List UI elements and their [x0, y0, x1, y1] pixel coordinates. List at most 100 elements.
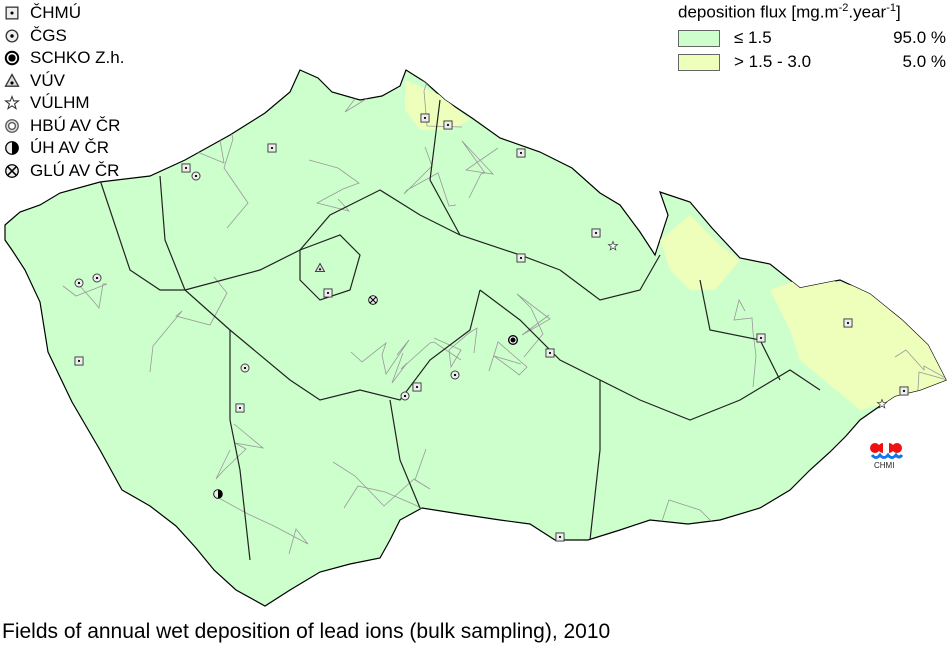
swatch-low — [678, 29, 720, 47]
square-dot-marker — [323, 288, 333, 298]
district-border — [215, 423, 265, 480]
station-legend-label: VÚLHM — [30, 93, 90, 113]
region-border — [389, 399, 421, 509]
district-border — [766, 553, 832, 606]
half-circle-icon — [5, 141, 19, 156]
square-dot-marker — [181, 163, 191, 173]
district-border — [308, 159, 360, 212]
station-legend-item: VÚLHM — [4, 92, 124, 115]
station-legend-item: ÚH AV ČR — [4, 137, 124, 160]
district-border — [350, 339, 410, 376]
square-dot-marker — [74, 356, 84, 366]
flux-class-low: ≤ 1.5 95.0 % — [678, 26, 946, 50]
square-dot-marker — [756, 333, 766, 343]
district-border — [433, 327, 478, 369]
square-dot-marker — [516, 148, 526, 158]
district-border — [149, 276, 228, 373]
region-border — [299, 234, 361, 301]
circle-x-marker — [5, 163, 19, 178]
square-dot-marker — [843, 318, 853, 328]
region-border — [429, 99, 461, 236]
station-legend-label: ČGS — [30, 25, 67, 45]
square-dot-marker — [5, 6, 19, 20]
square-dot-marker — [235, 403, 245, 413]
bullseye-marker — [4, 51, 20, 66]
square-dot-marker — [267, 143, 277, 153]
station-legend-item: VÚV — [4, 70, 124, 93]
class-percent: 95.0 % — [893, 28, 946, 47]
chmi-logo-icon — [870, 443, 904, 459]
region-border — [229, 330, 251, 561]
square-dot-marker — [545, 348, 555, 358]
district-border — [391, 341, 462, 384]
region-borders — [99, 99, 821, 561]
station-legend-label: VÚV — [30, 70, 65, 90]
star-marker — [4, 95, 20, 111]
station-legend-label: SCHKO Z.h. — [30, 48, 125, 68]
star-marker — [607, 240, 619, 251]
square-dot-marker — [516, 253, 526, 263]
bullseye-marker — [508, 335, 518, 345]
district-border — [568, 95, 626, 158]
region-border — [479, 289, 821, 421]
region-border — [99, 179, 185, 291]
station-markers — [74, 113, 909, 542]
flux-class-mid: > 1.5 - 3.0 5.0 % — [678, 50, 946, 74]
circle-dot-marker — [450, 370, 460, 380]
district-border — [516, 293, 551, 358]
circle-dot-marker — [240, 363, 250, 373]
circle-dot-icon — [5, 29, 19, 43]
square-dot-marker — [899, 386, 909, 396]
district-border — [332, 448, 431, 507]
circle-dot-marker — [92, 273, 102, 283]
station-legend-item: GLÚ AV ČR — [4, 160, 124, 183]
circle-dot-marker — [191, 171, 201, 181]
logo-text: CHMI — [874, 461, 895, 470]
zone-northeast — [660, 215, 740, 290]
district-border — [488, 341, 528, 376]
double-circle-icon — [5, 118, 19, 133]
region-border — [159, 175, 481, 401]
district-border — [733, 298, 757, 388]
circle-x-marker — [368, 295, 378, 305]
district-border — [62, 283, 108, 309]
region-border — [559, 254, 661, 301]
swatch-mid — [678, 53, 720, 71]
circle-x-icon — [5, 163, 19, 178]
region-border — [184, 189, 561, 291]
flux-legend-title: deposition flux [mg.m-2.year-1] — [678, 2, 901, 22]
district-border — [461, 140, 499, 199]
half-circle-marker — [213, 489, 223, 499]
square-dot-marker — [420, 113, 430, 123]
station-legend-label: HBÚ AV ČR — [30, 115, 121, 135]
square-dot-marker — [443, 120, 453, 130]
triangle-marker — [314, 262, 326, 273]
half-circle-marker — [5, 141, 19, 156]
region-border — [589, 380, 601, 541]
class-label: > 1.5 - 3.0 — [734, 52, 812, 71]
station-legend-label: GLÚ AV ČR — [30, 160, 120, 180]
station-legend-item: ČHMÚ — [4, 2, 124, 25]
district-border — [122, 70, 173, 100]
station-legend-label: ČHMÚ — [30, 3, 81, 23]
station-legend: ČHMÚ ČGS SCHKO Z.h. VÚV VÚLHM HBÚ AV ČR ÚH AV … — [4, 2, 124, 182]
district-border — [20, 371, 61, 436]
square-dot-icon — [5, 6, 19, 20]
square-dot-marker — [591, 228, 601, 238]
star-marker — [876, 398, 888, 409]
circle-dot-marker — [74, 278, 84, 288]
station-legend-item: HBÚ AV ČR — [4, 115, 124, 138]
flux-legend: deposition flux [mg.m-2.year-1] ≤ 1.5 95… — [678, 2, 946, 74]
circle-dot-marker — [5, 29, 19, 43]
region-border — [699, 279, 781, 381]
station-legend-item: SCHKO Z.h. — [4, 47, 124, 70]
station-legend-label: ÚH AV ČR — [30, 138, 110, 158]
bullseye-icon — [4, 51, 20, 66]
class-label: ≤ 1.5 — [734, 28, 772, 47]
class-percent: 5.0 % — [902, 52, 946, 71]
district-border — [67, 506, 98, 572]
triangle-marker — [4, 72, 20, 87]
district-border — [894, 349, 946, 407]
zone-east — [770, 275, 946, 410]
